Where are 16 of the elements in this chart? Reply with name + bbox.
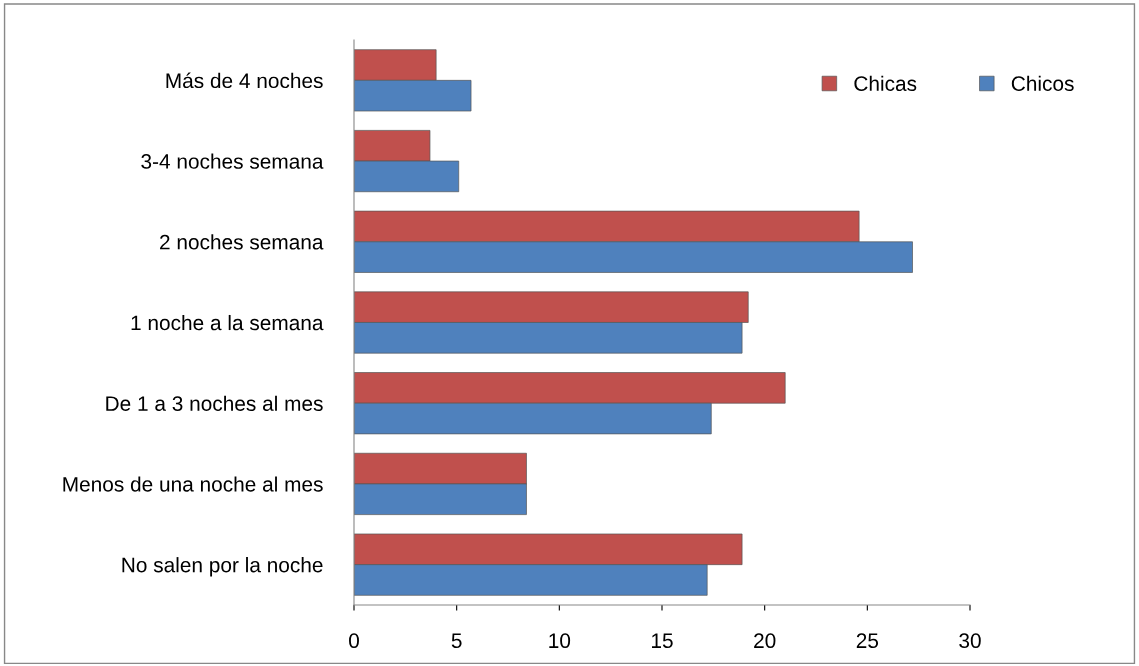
y-tick-label: 1 noche a la semana bbox=[131, 314, 324, 331]
x-tick-label: 20 bbox=[754, 633, 776, 649]
y-tick-label: No salen por la noche bbox=[122, 557, 323, 577]
x-tick-label: 5 bbox=[451, 633, 462, 649]
x-tick-label: 25 bbox=[856, 633, 879, 649]
legend-label: Chicos bbox=[1011, 75, 1074, 91]
y-tick-label: Más de 4 noches bbox=[166, 72, 323, 89]
y-tick-label: Menos de una noche al mes bbox=[63, 476, 323, 492]
x-tick-label: 10 bbox=[549, 633, 571, 649]
y-tick-label: 2 noches semana bbox=[160, 234, 324, 250]
x-tick-label: 0 bbox=[349, 633, 359, 649]
x-tick-label: 30 bbox=[959, 633, 981, 649]
y-tick-label: De 1 a 3 noches al mes bbox=[106, 395, 323, 411]
legend-label: Chicas bbox=[854, 75, 917, 91]
x-tick-label: 15 bbox=[652, 633, 673, 649]
y-tick-label: 3-4 noches semana bbox=[141, 153, 324, 169]
